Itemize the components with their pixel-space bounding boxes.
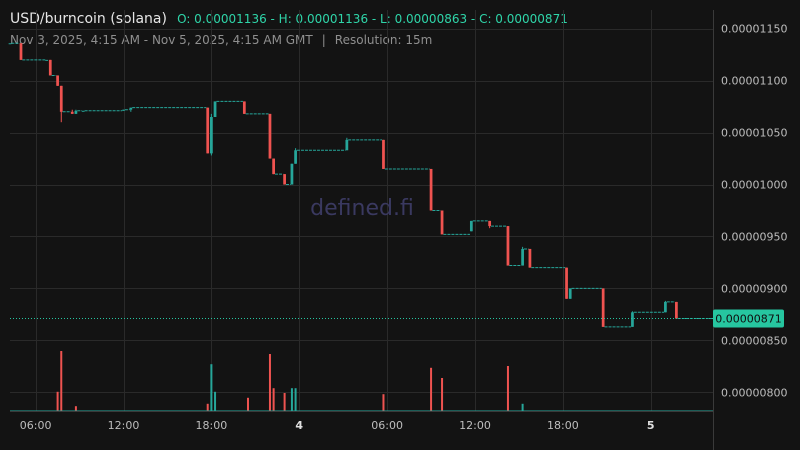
- candle: [272, 158, 284, 175]
- candle: [528, 248, 566, 269]
- pair-title: USD/burncoin (solana): [10, 11, 167, 27]
- candle: [382, 139, 430, 170]
- candle: [242, 101, 269, 115]
- x-tick-label: 06:00: [20, 419, 52, 432]
- x-tick-label: 18:00: [196, 419, 228, 432]
- candle: [56, 75, 59, 86]
- candle: [440, 210, 470, 235]
- price-axis[interactable]: 0.00001150 0.00001100 0.00001050 0.00001000…: [721, 23, 787, 400]
- watermark: defined.fi: [310, 196, 414, 221]
- candle: [469, 220, 489, 232]
- candle: [429, 168, 441, 211]
- volume-bar: [272, 388, 275, 411]
- x-tick-label: 4: [295, 419, 303, 432]
- y-tick-label: 0.00000900: [721, 282, 787, 295]
- volume-bar: [521, 403, 524, 411]
- last-price-label: 0.00000871: [715, 313, 781, 326]
- y-tick-label: 0.00001050: [721, 127, 787, 140]
- volume-bar: [506, 366, 509, 411]
- y-tick-label: 0.00001000: [721, 179, 787, 192]
- last-price-line: 0.00000871: [10, 309, 784, 328]
- candle: [664, 300, 676, 313]
- volume-bar: [60, 351, 63, 411]
- candle: [675, 301, 678, 319]
- candle: [8, 42, 20, 45]
- candle: [506, 226, 522, 267]
- volume-bar: [382, 394, 385, 411]
- candle: [81, 110, 123, 112]
- chart-subheader: Nov 3, 2025, 4:15 AM - Nov 5, 2025, 4:15…: [10, 33, 432, 47]
- candle: [601, 288, 632, 328]
- candles: [8, 42, 713, 328]
- chart-header: USD/burncoin (solana) O: 0.00001136 - H:…: [10, 11, 568, 27]
- candle: [345, 137, 383, 151]
- candle: [206, 107, 210, 154]
- y-tick-label: 0.00001100: [721, 75, 787, 88]
- last-price-badge: [713, 309, 784, 328]
- candle: [631, 311, 665, 327]
- volume-bar: [214, 391, 217, 411]
- volume-bar: [74, 406, 77, 411]
- candle: [129, 107, 207, 112]
- candle: [294, 148, 346, 164]
- x-tick-label: 18:00: [547, 419, 579, 432]
- volume-bar: [246, 397, 249, 411]
- resolution-label: Resolution: 15m: [334, 33, 433, 47]
- volume-bar: [441, 378, 444, 411]
- candle: [283, 174, 291, 186]
- volume-bar: [430, 367, 433, 411]
- x-tick-label: 06:00: [371, 419, 403, 432]
- volume-bar: [283, 393, 286, 411]
- candle: [59, 85, 71, 123]
- volume-bar: [290, 388, 293, 411]
- candle: [565, 267, 568, 299]
- candle: [210, 113, 213, 156]
- ohlc-readout: O: 0.00001136 - H: 0.00001136 - L: 0.000…: [177, 12, 568, 26]
- candle: [488, 220, 507, 229]
- candle: [290, 163, 294, 185]
- y-tick-label: 0.00000950: [721, 230, 787, 243]
- candle: [268, 113, 272, 159]
- volume-bar: [210, 364, 213, 411]
- candle: [19, 43, 46, 61]
- y-tick-label: 0.00000850: [721, 334, 787, 347]
- candle: [213, 100, 243, 118]
- x-tick-label: 12:00: [459, 419, 491, 432]
- x-tick-label: 12:00: [108, 419, 140, 432]
- candle: [521, 246, 529, 266]
- date-range: Nov 3, 2025, 4:15 AM - Nov 5, 2025, 4:15…: [10, 33, 313, 47]
- y-tick-label: 0.00001150: [721, 23, 787, 36]
- volume-bar: [206, 403, 209, 411]
- candle: [45, 59, 48, 61]
- volume-bar: [268, 354, 271, 411]
- candle: [48, 59, 57, 76]
- volume-bars: [10, 351, 713, 411]
- grid: [10, 10, 714, 450]
- candle: [568, 287, 602, 299]
- header-separator: |: [321, 33, 326, 47]
- time-axis[interactable]: 06:00 12:00 18:00 4 06:00 12:00 18:00 5: [20, 419, 655, 432]
- candle: [122, 109, 130, 111]
- x-tick-label: 5: [647, 419, 655, 432]
- y-tick-label: 0.00000800: [721, 386, 787, 399]
- volume-bar: [294, 388, 297, 411]
- candle: [74, 109, 82, 114]
- candle: [70, 109, 74, 114]
- volume-bar: [56, 391, 59, 411]
